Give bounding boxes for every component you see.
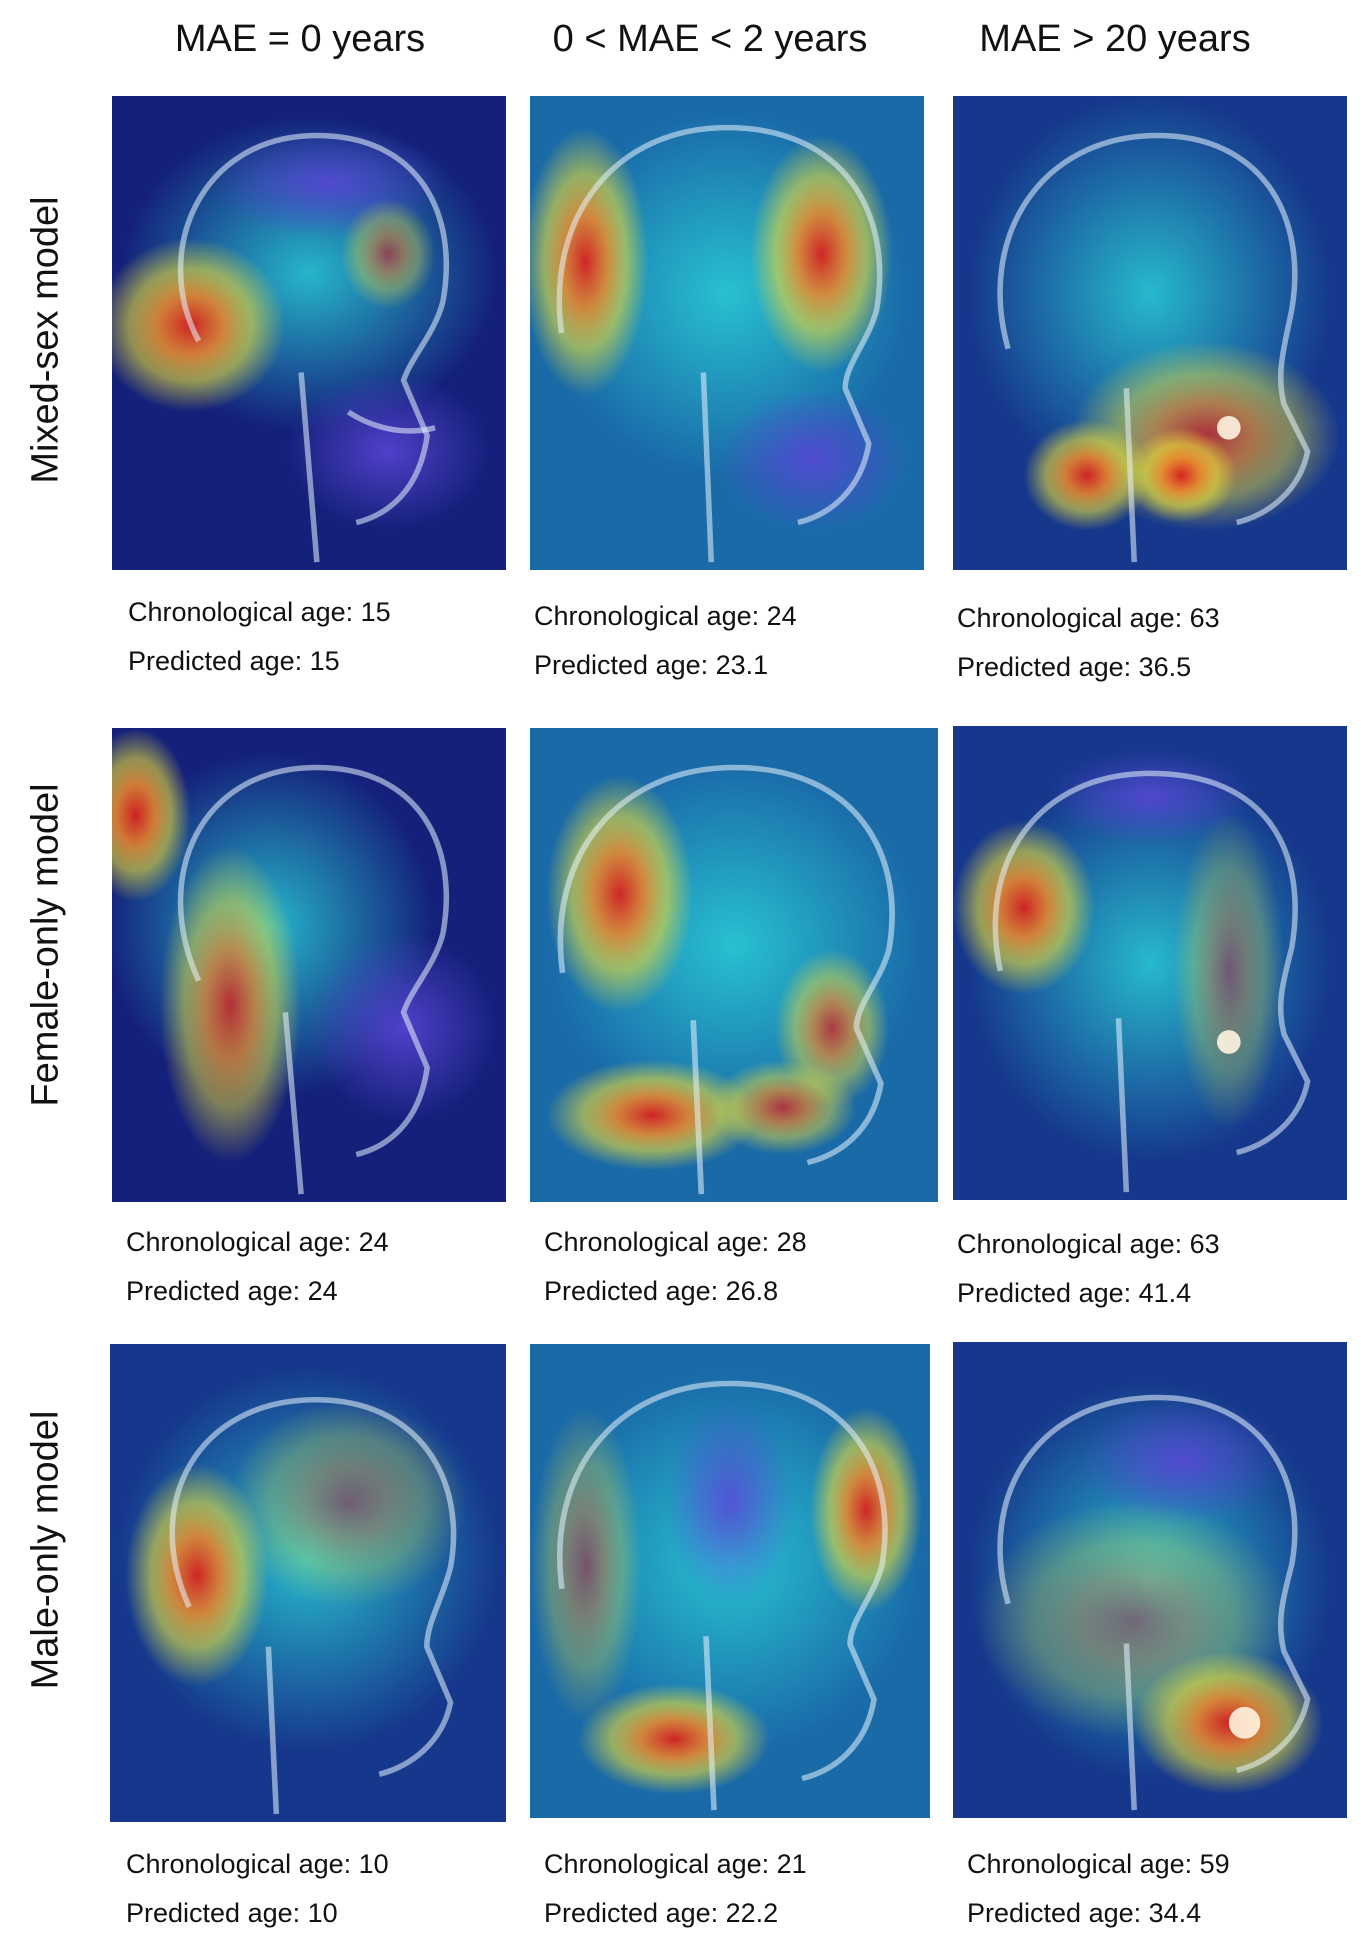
heatmap-panel — [953, 96, 1347, 570]
chronological-age: Chronological age: 21 — [544, 1849, 807, 1879]
predicted-age: Predicted age: 36.5 — [957, 652, 1192, 682]
predicted-age: Predicted age: 34.4 — [967, 1898, 1202, 1928]
panel-caption: Chronological age: 21 Predicted age: 22.… — [544, 1840, 807, 1938]
heatmap-panel — [530, 728, 938, 1202]
predicted-age: Predicted age: 26.8 — [544, 1276, 779, 1306]
heatmap-panel — [953, 726, 1347, 1200]
chronological-age: Chronological age: 24 — [534, 601, 797, 631]
panel-caption: Chronological age: 24 Predicted age: 24 — [126, 1218, 389, 1316]
predicted-age: Predicted age: 41.4 — [957, 1278, 1192, 1308]
panel-caption: Chronological age: 63 Predicted age: 36.… — [957, 594, 1220, 692]
row-title-mixed-sex: Mixed-sex model — [24, 196, 67, 484]
panel-caption: Chronological age: 59 Predicted age: 34.… — [967, 1840, 1230, 1938]
panel-caption: Chronological age: 24 Predicted age: 23.… — [534, 592, 797, 690]
chronological-age: Chronological age: 10 — [126, 1849, 389, 1879]
chronological-age: Chronological age: 24 — [126, 1227, 389, 1257]
column-title-mae-20: MAE > 20 years — [979, 18, 1251, 60]
panel-caption: Chronological age: 15 Predicted age: 15 — [128, 588, 391, 686]
chronological-age: Chronological age: 63 — [957, 1229, 1220, 1259]
chronological-age: Chronological age: 15 — [128, 597, 391, 627]
predicted-age: Predicted age: 24 — [126, 1276, 338, 1306]
predicted-age: Predicted age: 10 — [126, 1898, 338, 1928]
panel-caption: Chronological age: 63 Predicted age: 41.… — [957, 1220, 1220, 1318]
heatmap-panel — [112, 96, 506, 570]
chronological-age: Chronological age: 28 — [544, 1227, 807, 1257]
predicted-age: Predicted age: 23.1 — [534, 650, 769, 680]
heatmap-panel — [530, 96, 924, 570]
heatmap-panel — [953, 1342, 1347, 1818]
heatmap-panel — [530, 1344, 930, 1818]
heatmap-panel — [112, 728, 506, 1202]
predicted-age: Predicted age: 22.2 — [544, 1898, 779, 1928]
column-title-mae-0: MAE = 0 years — [174, 18, 426, 60]
predicted-age: Predicted age: 15 — [128, 646, 340, 676]
chronological-age: Chronological age: 63 — [957, 603, 1220, 633]
chronological-age: Chronological age: 59 — [967, 1849, 1230, 1879]
panel-caption: Chronological age: 28 Predicted age: 26.… — [544, 1218, 807, 1316]
row-title-male-only: Male-only model — [24, 1410, 67, 1690]
column-title-mae-0-2: 0 < MAE < 2 years — [552, 18, 868, 60]
row-title-female-only: Female-only model — [24, 783, 67, 1107]
heatmap-panel — [110, 1344, 506, 1822]
panel-caption: Chronological age: 10 Predicted age: 10 — [126, 1840, 389, 1938]
